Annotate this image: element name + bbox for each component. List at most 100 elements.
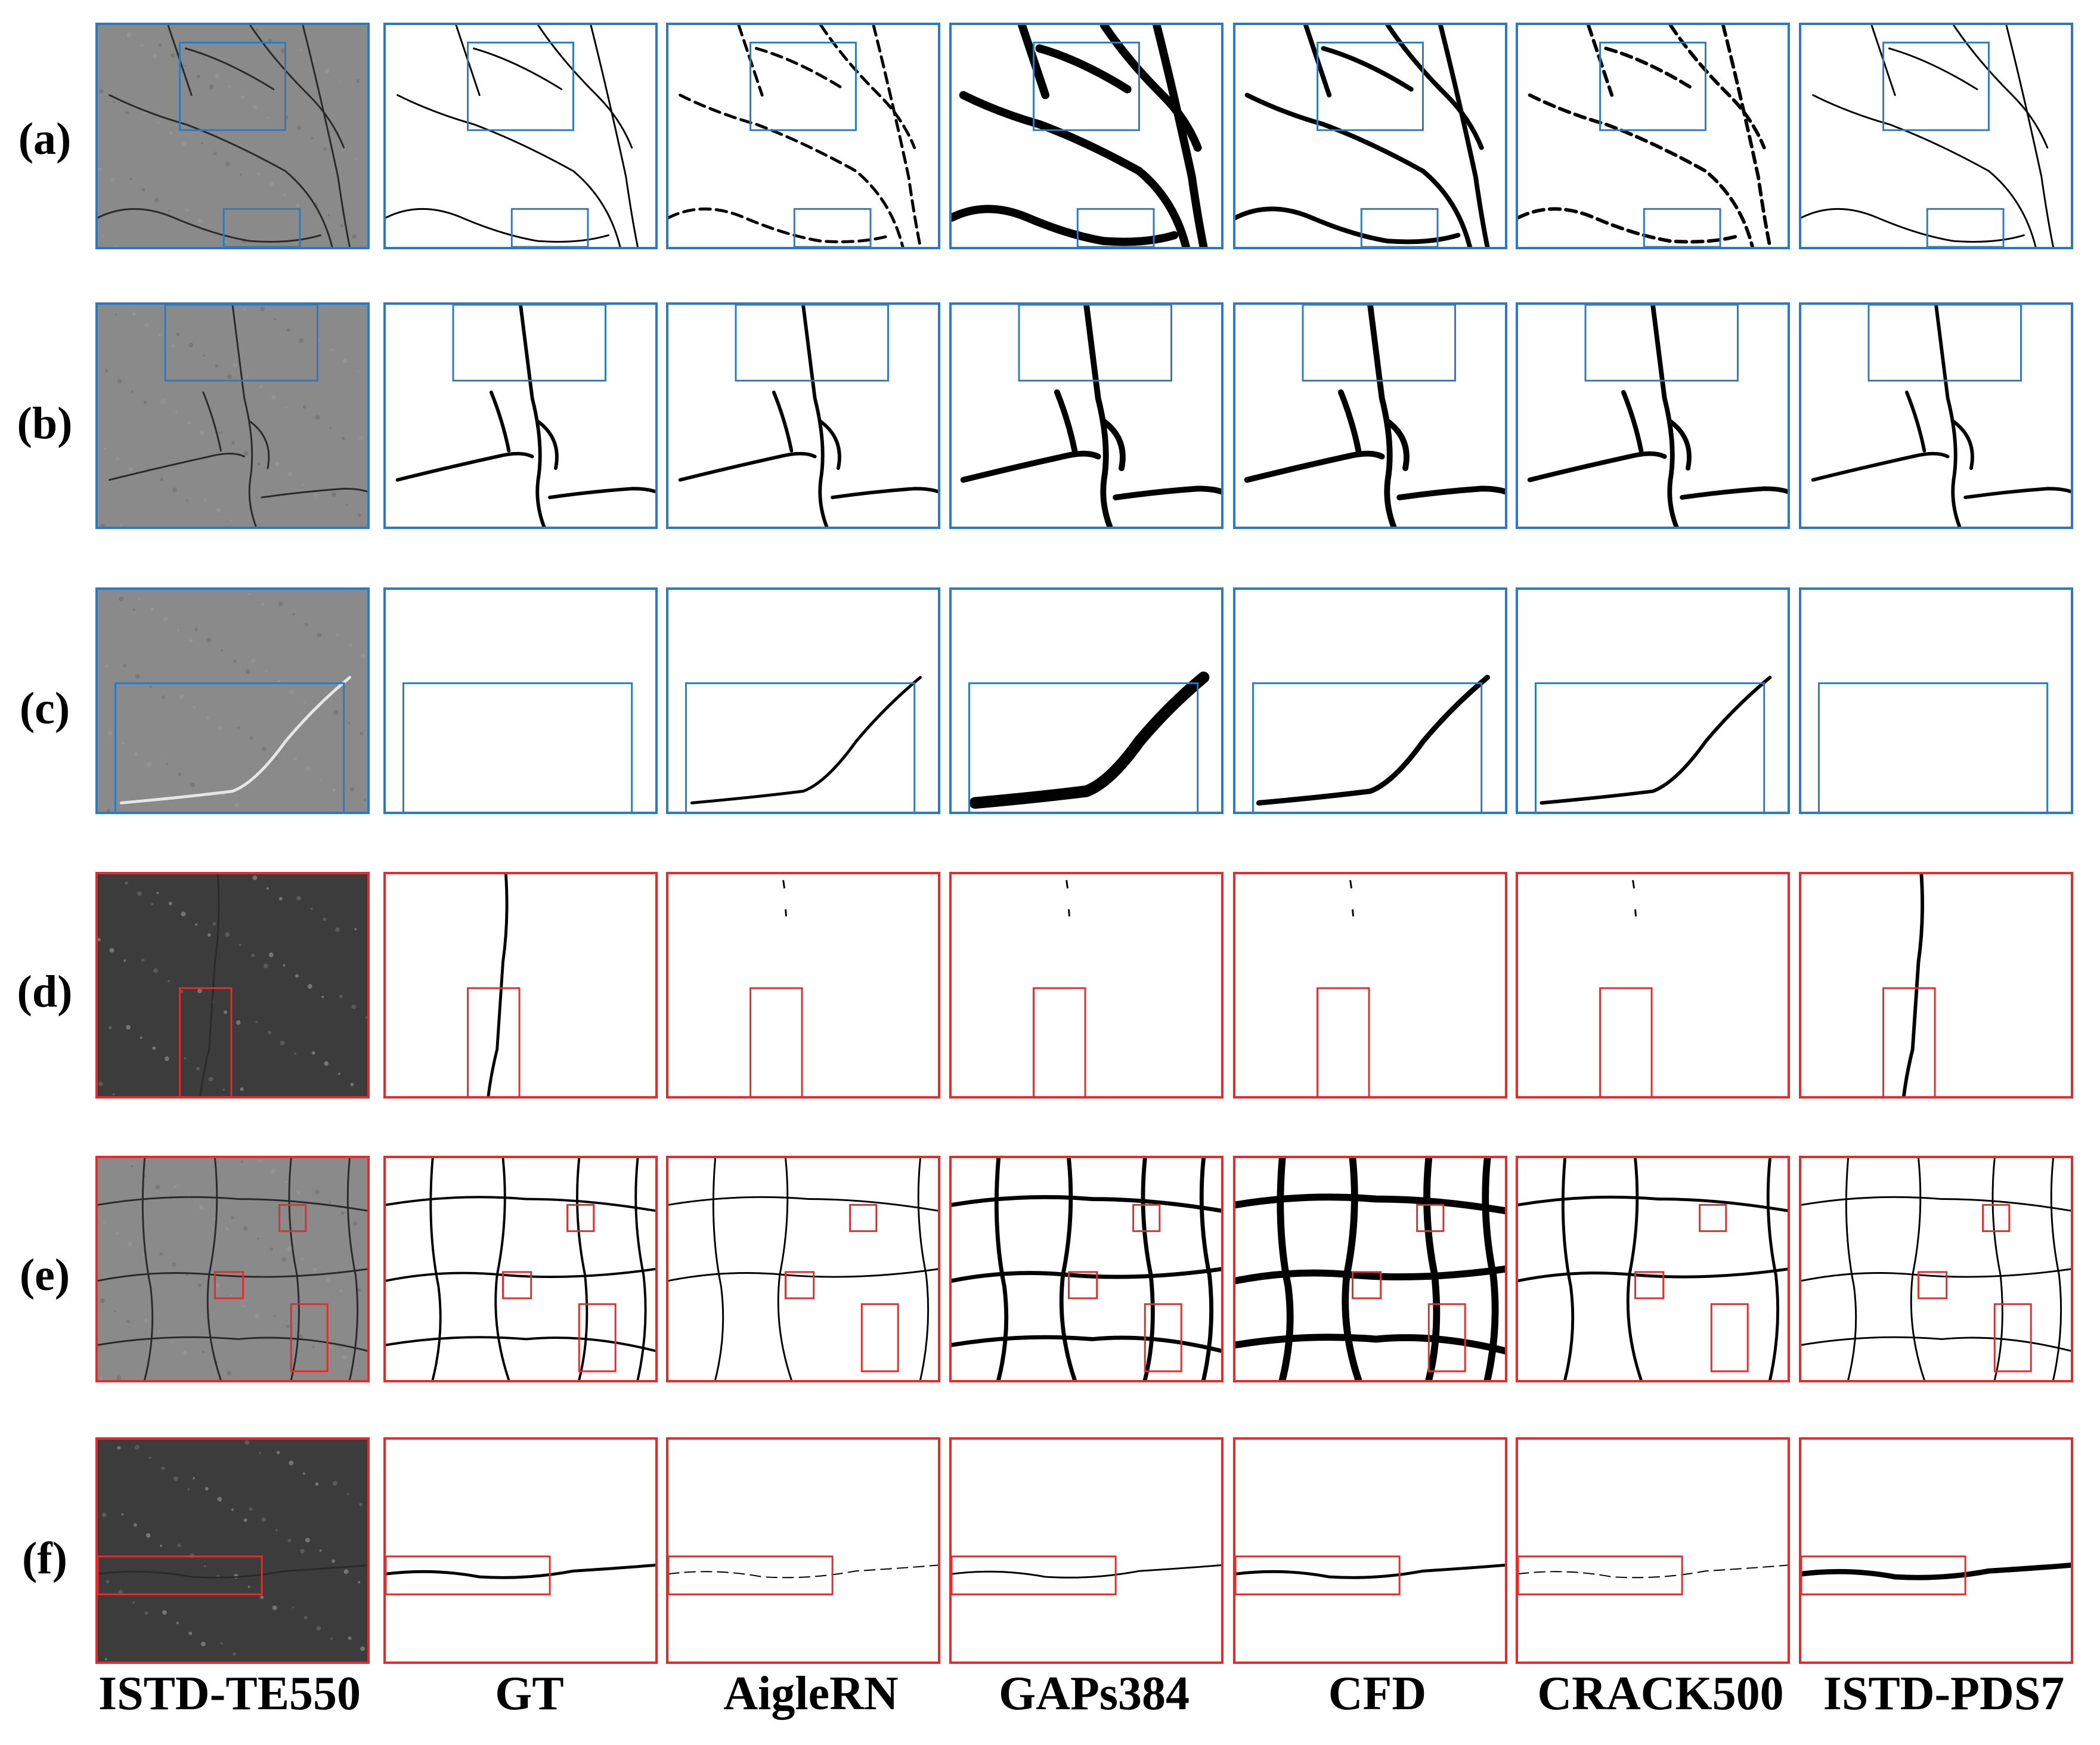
texture-speck [233,659,237,663]
crack-stroke [952,1195,1221,1213]
texture-speck [272,1605,277,1610]
texture-speck [354,928,357,930]
texture-speck [140,1037,143,1039]
crack-stroke [1113,485,1221,500]
texture-speck [231,1508,234,1511]
crack-stroke [1528,93,1754,247]
panel-c-istd-pds7 [1799,587,2073,814]
texture-speck [117,379,122,384]
texture-speck [230,1294,233,1297]
panel-d-istd-pds7 [1799,872,2073,1099]
texture-speck [107,730,113,735]
texture-speck [159,1252,163,1256]
texture-speck [126,1320,131,1324]
texture-speck [268,952,274,958]
texture-speck [159,333,162,336]
highlight-box [1535,682,1766,812]
crack-stroke [1396,485,1505,500]
texture-speck [302,1472,305,1475]
photo-crack [288,1158,300,1380]
texture-speck [286,328,290,332]
texture-speck [299,338,303,343]
crack-stroke [1083,305,1113,527]
crack-stroke [1384,418,1410,472]
texture-speck [198,218,203,223]
panel-f-gt [383,1437,658,1664]
texture-speck [348,1636,352,1640]
texture-speck [205,1487,209,1491]
texture-speck [178,772,182,776]
crack-mask [1818,682,2049,812]
panel-b-gaps384 [949,302,1224,529]
texture-speck [332,788,336,792]
texture-speck [303,1616,308,1620]
photo-crack [249,25,345,149]
texture-speck [198,1283,202,1288]
texture-speck [154,197,159,203]
texture-speck [305,766,311,772]
texture-speck [162,1610,167,1615]
texture-speck [132,312,136,316]
texture-speck [209,84,214,89]
texture-speck [269,182,274,187]
texture-speck [356,79,360,83]
highlight-box [1252,682,1483,812]
texture-speck [257,172,261,176]
texture-speck [224,240,228,244]
texture-speck [132,608,135,611]
texture-speck [132,1601,135,1604]
texture-speck [208,1076,213,1082]
texture-speck [330,1637,333,1640]
highlight-box [1982,1203,2011,1232]
highlight-box [467,41,574,131]
texture-speck [205,716,209,720]
texture-speck [225,162,231,166]
crack-stroke [1235,1266,1505,1285]
texture-speck [333,710,338,715]
crack-stroke [1801,1563,2071,1580]
panel-a-cfd [1233,23,1507,249]
highlight-box [214,1271,244,1300]
highlight-box [1699,1203,1727,1232]
highlight-box [952,1555,1117,1595]
texture-speck [195,923,198,926]
highlight-box [578,1303,617,1372]
panel-f-istd-te550 [95,1437,370,1664]
texture-speck [248,592,251,595]
texture-speck [300,1549,305,1554]
texture-speck [264,963,268,969]
texture-speck [199,431,205,436]
photo-crack [98,1336,367,1352]
crack-stroke [1540,675,1772,805]
crack-stroke [969,672,1210,809]
photo-crack [202,391,222,452]
texture-speck [112,1093,115,1096]
highlight-box [793,208,872,247]
texture-speck [332,1559,335,1563]
texture-speck [258,463,261,466]
crack-stroke [537,25,633,149]
texture-speck [260,1595,264,1599]
texture-speck [100,1298,105,1303]
crack-mask [685,676,922,812]
texture-speck [212,922,216,926]
crack-stroke [576,1158,589,1380]
texture-speck [297,1190,301,1195]
texture-speck [156,892,159,895]
highlight-box [1317,987,1370,1096]
crack-stroke [712,1158,724,1380]
texture-speck [249,1507,253,1511]
crack-mask [1235,25,1490,247]
texture-speck [338,81,341,83]
photo-crack [302,25,351,247]
texture-speck [231,441,235,445]
texture-speck [114,245,118,247]
crack-mask [1317,880,1370,1096]
crack-stroke [801,305,829,527]
texture-speck [186,499,189,502]
col-label-cfd: CFD [1328,1667,1427,1720]
crack-stroke [777,1158,792,1380]
highlight-box [1427,1303,1466,1372]
highlight-box [1993,1303,2032,1372]
